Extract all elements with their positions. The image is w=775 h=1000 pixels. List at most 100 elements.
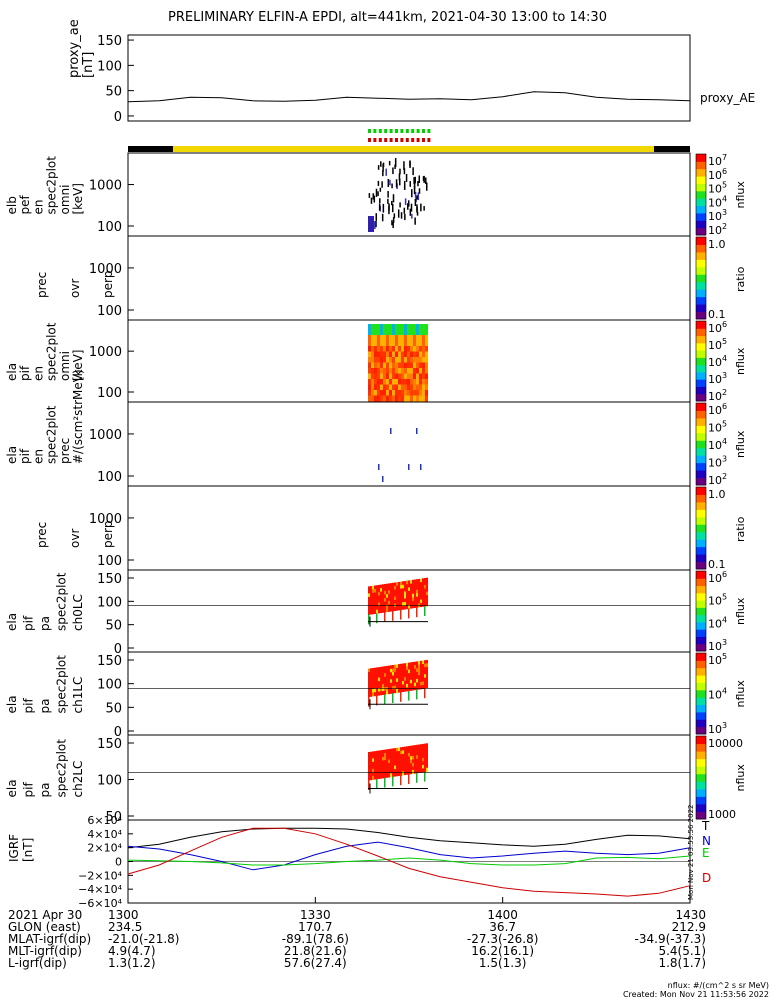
spectrogram-pixel [378,595,380,600]
spectrogram-pixel [408,749,410,754]
spectrogram-pixel [402,605,404,610]
spectrogram-pixel [419,384,422,391]
spectrogram-pixel [368,351,371,358]
spectrogram-pixel [426,757,428,762]
spectrogram-pixel [388,583,390,588]
spectrogram-pixel [378,464,380,470]
spectrogram-pixel [380,584,382,589]
spectrogram-pixel [388,206,390,215]
spectrogram-pixel [386,384,389,391]
spectrogram-pixel [394,600,396,604]
spectrogram-pixel [370,607,372,612]
spectrogram-pixel [383,384,386,391]
spectrogram-pixel [404,379,407,385]
spectrogram-pixel [392,672,394,676]
spectrogram-pixel [416,324,419,330]
spectrogram-pixel [425,384,428,391]
colorbar-segment [696,364,706,373]
spectrogram-pixel [383,329,386,336]
spectrogram-pixel [380,329,383,336]
spectrogram-pixel [426,750,428,755]
spectrogram-pixel [414,604,416,608]
spectrogram-pixel [400,775,402,786]
spectrogram-pixel [402,746,404,751]
spectrogram-pixel [400,684,402,689]
spectrogram-pixel [422,599,424,604]
colorbar-segment [696,432,706,441]
spectrogram-pixel [389,368,392,374]
spectrogram-pixel [393,213,396,219]
spectrogram-pixel [400,667,402,672]
igrf-ytick-label: −2×10⁴ [78,869,122,882]
spectrogram-pixel [423,206,425,211]
colorbar-segment [696,386,706,395]
colorbar-3: 106 105 104 103 102 nflux [695,320,747,403]
spectrogram-pixel [413,373,416,380]
spectrogram-pixel [410,368,413,374]
spectrogram-pixel [368,766,370,770]
spectrogram-pixel [378,681,380,686]
spectrogram-pixel [368,759,370,763]
spectrogram-pixel [368,762,370,767]
colorbar-tick-label: 106 [708,570,727,585]
spectrogram-pixel [410,679,412,684]
spectrogram-pixel [410,601,412,606]
colorbar-segment [696,244,706,253]
spectrogram-pixel [407,329,410,336]
spectrogram-pixel [390,766,392,771]
spectrogram-pixel [384,777,386,788]
ylabel-ela_pif_en_spec2plot_prec: spec2plot [45,405,59,464]
colorbar-segment [696,697,706,706]
colorbar-segment [696,227,706,236]
spectrogram-pixel [420,671,422,676]
spectrogram-pixel [407,335,410,341]
spectrogram-pixel [376,764,378,769]
spectrogram-pixel [368,679,370,684]
spectrogram-pixel [394,762,396,767]
colorbar-segment [696,342,706,351]
spectrogram-pixel [382,163,384,172]
spectrogram-pixel [398,373,401,380]
spectrogram-pixel [414,586,416,591]
spectrogram-pixel [368,362,371,369]
spectrogram-pixel [420,667,422,672]
spectrogram-pixel [416,600,418,605]
spectrogram-pixel [377,368,380,374]
spectrogram-pixel [395,395,398,402]
colorbar-label: ratio [734,266,747,292]
spectrogram-pixel [400,750,402,755]
spectrogram-pixel [422,678,424,682]
spectrogram-pixel [402,595,404,600]
spectrogram-pixel [412,683,414,687]
spectrogram-pixel [416,682,418,687]
spectrogram-pixel [401,395,404,402]
spectrogram-pixel [389,379,392,385]
spectrogram-pixel [370,593,372,598]
colorbar-segment [696,259,706,268]
spectrogram-pixel [378,768,380,772]
spectrogram-pixel [386,683,388,688]
spectrogram-pixel [368,769,370,774]
spectrogram-pixel [410,351,413,358]
status-tick-red [400,138,404,142]
spectrogram-pixel [426,677,428,682]
spectrogram-pixel [420,744,422,749]
spectrogram-pixel [384,673,386,678]
spectrogram-pixel [400,677,402,682]
colorbar-tick-label: 104 [708,687,727,702]
spectrogram-pixel [424,677,426,682]
spectrogram-pixel [419,357,422,363]
spectrogram-pixel [396,688,398,693]
spectrogram-pixel [368,773,370,777]
spectrogram-pixel [406,598,408,603]
spectrogram-pixel [422,362,425,369]
spectrogram-pixel [394,755,396,760]
spectrogram-pixel [401,362,404,369]
spectrogram-pixel [406,676,408,681]
spectrogram-pixel [404,368,407,374]
spectrogram-pixel [383,362,386,369]
spectrogram-pixel [420,685,422,690]
spectrogram-pixel [420,681,422,686]
spectrogram-pixel [398,173,401,181]
spectrogram-pixel [368,329,371,336]
